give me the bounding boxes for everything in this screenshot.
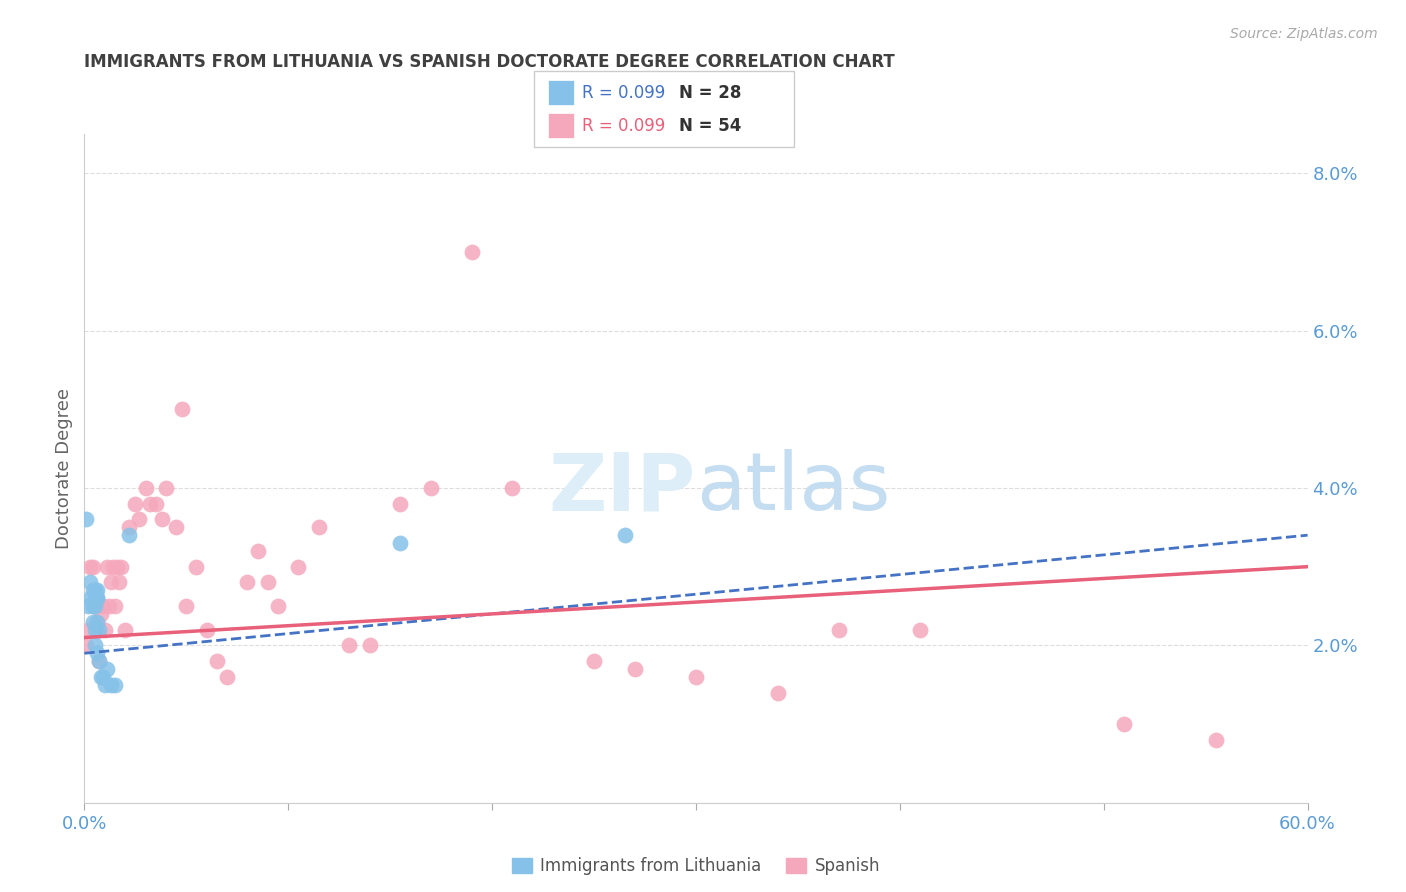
Point <box>83 599 105 613</box>
Point <box>79 559 101 574</box>
Point <box>114 623 136 637</box>
Point <box>118 520 141 534</box>
Point <box>583 654 606 668</box>
Point <box>83 583 105 598</box>
Point <box>87 654 110 668</box>
Text: Source: ZipAtlas.com: Source: ZipAtlas.com <box>1230 27 1378 41</box>
Point <box>86 615 108 629</box>
Point <box>75 512 97 526</box>
Point <box>86 591 108 606</box>
Point <box>82 583 104 598</box>
Point <box>150 512 173 526</box>
Point <box>100 575 122 590</box>
Point <box>79 591 101 606</box>
Point <box>124 497 146 511</box>
Point <box>257 575 280 590</box>
Point <box>186 559 208 574</box>
Point <box>685 670 707 684</box>
Point <box>420 481 443 495</box>
Point <box>172 402 194 417</box>
Point <box>87 623 110 637</box>
Point <box>90 607 112 621</box>
Point <box>83 639 105 653</box>
Point <box>217 670 239 684</box>
Point <box>502 481 524 495</box>
Point <box>90 670 112 684</box>
Point <box>613 528 636 542</box>
Legend: Immigrants from Lithuania, Spanish: Immigrants from Lithuania, Spanish <box>505 850 887 881</box>
Point <box>287 559 309 574</box>
Point <box>128 512 150 526</box>
Point <box>93 623 117 637</box>
Point <box>104 678 127 692</box>
Point <box>86 591 108 606</box>
Point <box>83 623 105 637</box>
Point <box>86 646 108 660</box>
Point <box>236 575 259 590</box>
Point <box>1114 717 1136 731</box>
Text: R = 0.099: R = 0.099 <box>582 84 665 102</box>
Point <box>86 583 108 598</box>
Point <box>308 520 330 534</box>
Text: N = 28: N = 28 <box>679 84 741 102</box>
Point <box>910 623 932 637</box>
Point <box>176 599 198 613</box>
Text: N = 54: N = 54 <box>679 117 741 135</box>
Point <box>79 575 101 590</box>
Point <box>195 623 218 637</box>
Point <box>77 599 100 613</box>
Point <box>267 599 290 613</box>
Point <box>75 639 97 653</box>
Point <box>246 544 269 558</box>
Point <box>83 599 105 613</box>
Point <box>461 244 484 259</box>
Point <box>93 678 117 692</box>
Text: IMMIGRANTS FROM LITHUANIA VS SPANISH DOCTORATE DEGREE CORRELATION CHART: IMMIGRANTS FROM LITHUANIA VS SPANISH DOC… <box>84 54 896 71</box>
Point <box>155 481 177 495</box>
Point <box>83 591 105 606</box>
Point <box>108 575 131 590</box>
Point <box>82 615 104 629</box>
Point <box>359 639 381 653</box>
Point <box>766 685 789 699</box>
Point <box>97 599 120 613</box>
Point <box>91 670 114 684</box>
Point <box>82 559 104 574</box>
Point <box>389 497 412 511</box>
Text: ZIP: ZIP <box>548 450 696 527</box>
Point <box>135 481 157 495</box>
Point <box>91 599 114 613</box>
Point <box>828 623 851 637</box>
Point <box>339 639 361 653</box>
Point <box>82 599 104 613</box>
Point <box>87 654 110 668</box>
Point <box>624 662 647 676</box>
Point <box>1205 732 1227 747</box>
Text: atlas: atlas <box>696 450 890 527</box>
Y-axis label: Doctorate Degree: Doctorate Degree <box>55 388 73 549</box>
Point <box>101 559 124 574</box>
Point <box>100 678 122 692</box>
Point <box>86 615 108 629</box>
Point <box>165 520 187 534</box>
Point <box>104 599 127 613</box>
Point <box>105 559 128 574</box>
Point <box>77 623 100 637</box>
Point <box>110 559 132 574</box>
Point <box>205 654 228 668</box>
Point <box>96 662 118 676</box>
Point <box>118 528 141 542</box>
Point <box>138 497 160 511</box>
Point <box>389 536 412 550</box>
Text: R = 0.099: R = 0.099 <box>582 117 665 135</box>
Point <box>145 497 167 511</box>
Point <box>96 559 118 574</box>
